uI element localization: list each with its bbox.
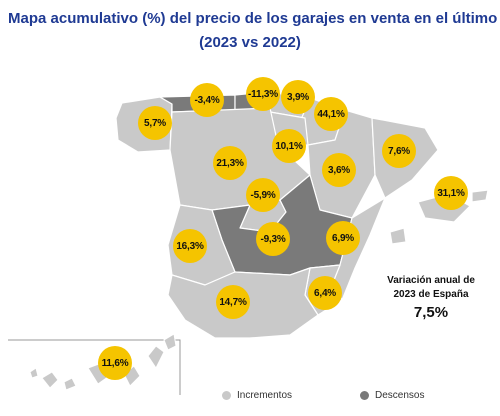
value-bubble-pais-vasco: 3,9%: [281, 80, 315, 114]
legend-decrease: Descensos: [360, 390, 424, 401]
legend-decrease-label: Descensos: [375, 390, 425, 401]
value-bubble-murcia: 6,4%: [308, 276, 342, 310]
canarias-island-2: [63, 377, 77, 391]
value-bubble-asturias: -3,4%: [190, 83, 224, 117]
canarias-island-5: [147, 345, 165, 369]
value-bubble-aragon: 3,6%: [322, 153, 356, 187]
legend-decrease-swatch: [360, 391, 369, 400]
value-bubble-la-rioja: 10,1%: [272, 129, 306, 163]
canarias-inset-frame: [8, 339, 181, 395]
value-bubble-valencia: 6,9%: [326, 221, 360, 255]
canarias-island-7: [29, 367, 39, 379]
region-baleares-ibiza: [389, 227, 407, 245]
value-bubble-cantabria: -11,3%: [246, 77, 280, 111]
national-label-line1: Variación anual de: [387, 275, 475, 286]
value-bubble-andalucia: 14,7%: [216, 285, 250, 319]
value-bubble-castilla-la-mancha: -9,3%: [256, 222, 290, 256]
canarias-island-6: [163, 333, 177, 351]
value-bubble-galicia: 5,7%: [138, 106, 172, 140]
value-bubble-extremadura: 16,3%: [173, 229, 207, 263]
legend-increase-label: Incrementos: [237, 390, 293, 401]
value-bubble-navarra: 44,1%: [314, 97, 348, 131]
legend-increase: Incrementos: [222, 390, 292, 401]
map-title: Mapa acumulativo (%) del precio de los g…: [8, 10, 500, 27]
region-baleares-menorca: [471, 189, 489, 203]
national-label-line2: 2023 de España: [393, 289, 469, 300]
canarias-island-1: [41, 371, 59, 389]
national-value: 7,5%: [413, 304, 449, 321]
value-bubble-castilla-leon: 21,3%: [213, 146, 247, 180]
legend-increase-swatch: [222, 391, 231, 400]
value-bubble-baleares: 31,1%: [434, 176, 468, 210]
national-variation: Variación anual de 2023 de España 7,5%: [370, 274, 492, 321]
value-bubble-cataluna: 7,6%: [382, 134, 416, 168]
value-bubble-madrid: -5,9%: [246, 178, 280, 212]
map-subtitle: (2023 vs 2022): [199, 34, 301, 51]
value-bubble-canarias: 11,6%: [98, 346, 132, 380]
